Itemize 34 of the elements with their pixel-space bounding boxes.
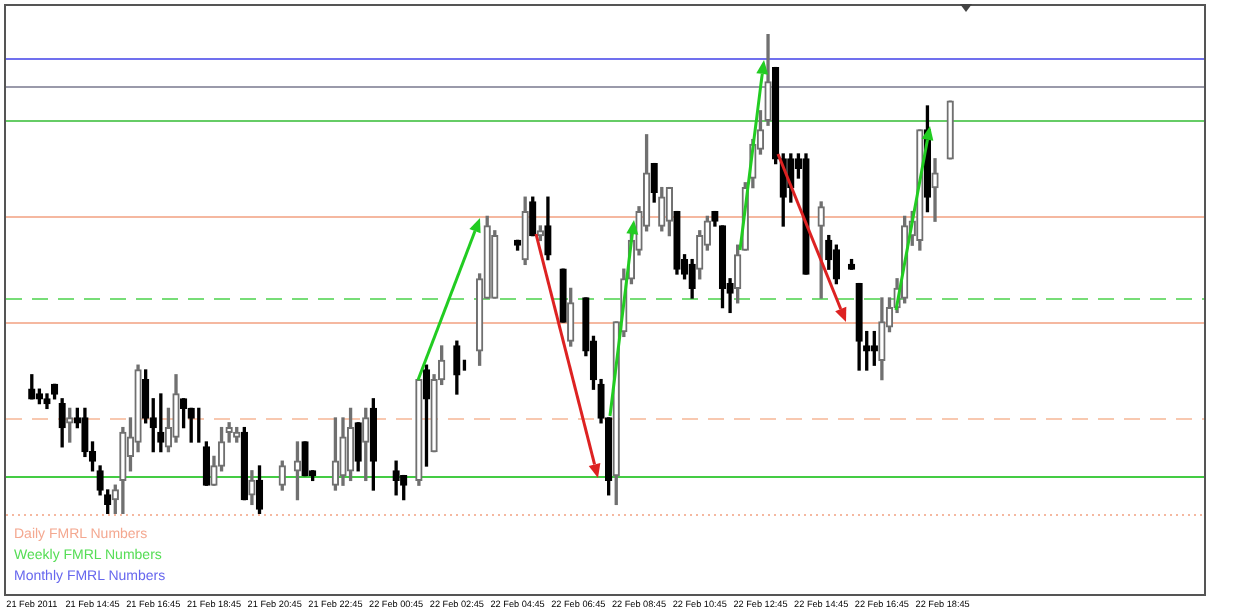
candlestick (718, 225, 727, 309)
candlestick (157, 393, 165, 453)
candlestick (187, 407, 195, 443)
candlestick (673, 210, 681, 275)
candlestick (453, 340, 461, 395)
candlestick (369, 398, 378, 491)
candlestick (422, 364, 431, 467)
candlestick (415, 378, 423, 486)
candlestick (179, 398, 188, 429)
candlestick (544, 196, 552, 261)
candlestick (58, 398, 66, 448)
candlestick (658, 186, 666, 232)
candlestick (931, 158, 939, 222)
candlestick (855, 282, 863, 371)
candlestick (878, 297, 886, 381)
candlestick (529, 196, 537, 237)
candlestick (354, 422, 362, 472)
candlestick (802, 153, 810, 275)
candlestick (491, 230, 499, 299)
candlestick (567, 287, 575, 347)
candlestick (240, 426, 248, 501)
candlestick (248, 470, 256, 506)
candlestick (817, 201, 825, 299)
candlestick (559, 268, 567, 323)
candlestick (362, 407, 370, 482)
candlestick (392, 460, 400, 496)
candlestick (255, 465, 264, 514)
candlestick (301, 441, 309, 477)
candlestick (202, 441, 211, 486)
candlestick (521, 196, 529, 266)
candlestick (688, 258, 696, 299)
candlestick (665, 186, 674, 237)
candlestick (650, 162, 658, 203)
candlestick (278, 460, 286, 491)
